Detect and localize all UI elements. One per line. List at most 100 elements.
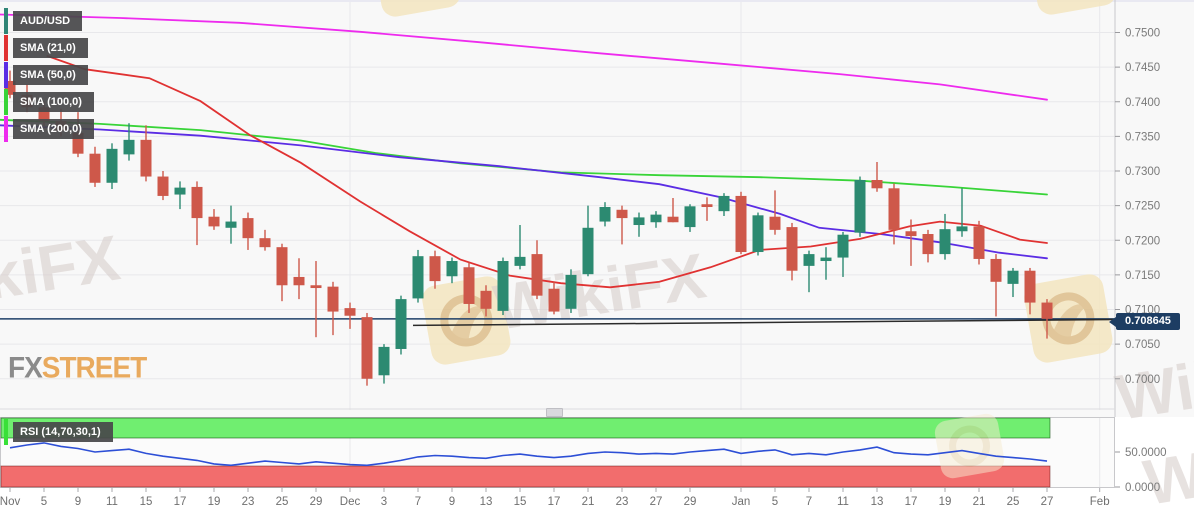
- candle-body[interactable]: [718, 195, 730, 212]
- candle-body[interactable]: [174, 187, 186, 195]
- time-tick-label: 15: [514, 496, 527, 508]
- price-tick-label: 0.7150: [1125, 270, 1160, 282]
- candle-body[interactable]: [72, 132, 84, 154]
- candle-body[interactable]: [633, 217, 645, 226]
- legend-item-symbol[interactable]: AUD/USD: [4, 8, 83, 34]
- candle-body[interactable]: [548, 288, 560, 312]
- candle-body[interactable]: [684, 206, 696, 228]
- candle-body[interactable]: [769, 216, 781, 230]
- sma-line-2000: [0, 13, 1048, 101]
- time-tick-label: 23: [616, 496, 629, 508]
- candle-body[interactable]: [956, 226, 968, 232]
- candle-body[interactable]: [599, 207, 611, 222]
- legend-item-sma50[interactable]: SMA (50,0): [4, 62, 88, 88]
- candle-body[interactable]: [480, 290, 492, 309]
- candle-body[interactable]: [616, 209, 628, 219]
- legend-item-sma200[interactable]: SMA (200,0): [4, 116, 94, 142]
- fxstreet-logo: FXSTREET: [8, 351, 147, 385]
- sma100-label: SMA (100,0): [13, 92, 94, 112]
- price-tick-label: 0.7000: [1125, 374, 1160, 386]
- candle-body[interactable]: [514, 256, 526, 266]
- candle-body[interactable]: [412, 256, 424, 299]
- candle-body[interactable]: [106, 148, 118, 183]
- legend-item-sma100[interactable]: SMA (100,0): [4, 89, 94, 115]
- candle-body[interactable]: [922, 234, 934, 255]
- candle-body[interactable]: [803, 254, 815, 266]
- time-axis[interactable]: Nov 5 9 11 15 17 19 23 25 29 Dec 3 7 9 13 15 17 21 23 27 29 J…: [0, 488, 1194, 513]
- rsi-line: [9, 442, 1048, 467]
- candle-body[interactable]: [1041, 302, 1053, 319]
- time-tick-label: 29: [684, 496, 697, 508]
- time-tick-label: 27: [1041, 496, 1054, 508]
- candle-body[interactable]: [191, 186, 203, 219]
- candle-body[interactable]: [38, 107, 50, 122]
- candle-body[interactable]: [1024, 270, 1036, 303]
- candle-body[interactable]: [310, 285, 322, 289]
- candle-body[interactable]: [157, 176, 169, 196]
- pane-divider-handle[interactable]: [546, 408, 563, 417]
- candle-body[interactable]: [344, 308, 356, 316]
- time-tick-label: 9: [449, 496, 455, 508]
- legend-item-sma21[interactable]: SMA (21,0): [4, 35, 88, 61]
- price-tick-label: 0.7500: [1125, 28, 1160, 40]
- candle-body[interactable]: [786, 227, 798, 271]
- candle-body[interactable]: [650, 214, 662, 223]
- candle-body[interactable]: [463, 267, 475, 304]
- candle-body[interactable]: [327, 286, 339, 312]
- candle-body[interactable]: [582, 227, 594, 275]
- time-tick-label: 17: [548, 496, 561, 508]
- candlestick-series: [4, 70, 1053, 386]
- candle-body[interactable]: [990, 258, 1002, 282]
- rsi-tick-label: 50.0000: [1125, 447, 1167, 459]
- candle-body[interactable]: [701, 204, 713, 208]
- time-tick-label: 11: [106, 496, 118, 508]
- candle-body[interactable]: [123, 139, 135, 155]
- time-tick-label: 25: [276, 496, 289, 508]
- candle-body[interactable]: [854, 180, 866, 233]
- candle-body[interactable]: [225, 221, 237, 228]
- candle-body[interactable]: [820, 257, 832, 262]
- time-tick-label: 25: [1007, 496, 1020, 508]
- candle-body[interactable]: [973, 226, 985, 259]
- candle-body[interactable]: [888, 188, 900, 230]
- time-tick-label: 9: [75, 496, 81, 508]
- candle-body[interactable]: [446, 261, 458, 277]
- candle-body[interactable]: [429, 256, 441, 282]
- candle-body[interactable]: [89, 153, 101, 183]
- candle-body[interactable]: [378, 346, 390, 376]
- candle-body[interactable]: [531, 254, 543, 296]
- candle-body[interactable]: [242, 218, 254, 239]
- candle-body[interactable]: [752, 215, 764, 253]
- sma200-color-bar: [4, 116, 8, 142]
- candle-body[interactable]: [208, 216, 220, 227]
- candle-body[interactable]: [395, 299, 407, 349]
- price-tick-label: 0.7450: [1125, 62, 1160, 74]
- candle-body[interactable]: [293, 276, 305, 286]
- candle-body[interactable]: [497, 261, 509, 311]
- candle-body[interactable]: [735, 195, 747, 253]
- rsi-color-bar: [4, 419, 8, 445]
- legend-item-rsi[interactable]: RSI (14,70,30,1): [4, 419, 113, 445]
- price-tick-label: 0.7350: [1125, 131, 1160, 143]
- candle-body[interactable]: [939, 229, 951, 255]
- candle-body[interactable]: [4, 80, 16, 95]
- candle-body[interactable]: [565, 274, 577, 309]
- candle-body[interactable]: [837, 234, 849, 258]
- candle-body[interactable]: [905, 231, 917, 237]
- candle-body[interactable]: [871, 180, 883, 189]
- price-tick-label: 0.7050: [1125, 339, 1160, 351]
- time-tick-label: 17: [174, 496, 187, 508]
- rsi-oversold-band: [0, 465, 1051, 488]
- candle-body[interactable]: [259, 238, 271, 248]
- candle-body[interactable]: [667, 216, 679, 223]
- rsi-pane[interactable]: 50.0000 0.0000: [0, 413, 1194, 494]
- trendline: [412, 318, 1116, 327]
- candle-body[interactable]: [140, 139, 152, 177]
- candle-body[interactable]: [276, 247, 288, 286]
- sma50-label: SMA (50,0): [13, 65, 88, 85]
- time-tick-label: 23: [242, 496, 255, 508]
- candle-body[interactable]: [361, 317, 373, 379]
- candle-body[interactable]: [1007, 270, 1019, 284]
